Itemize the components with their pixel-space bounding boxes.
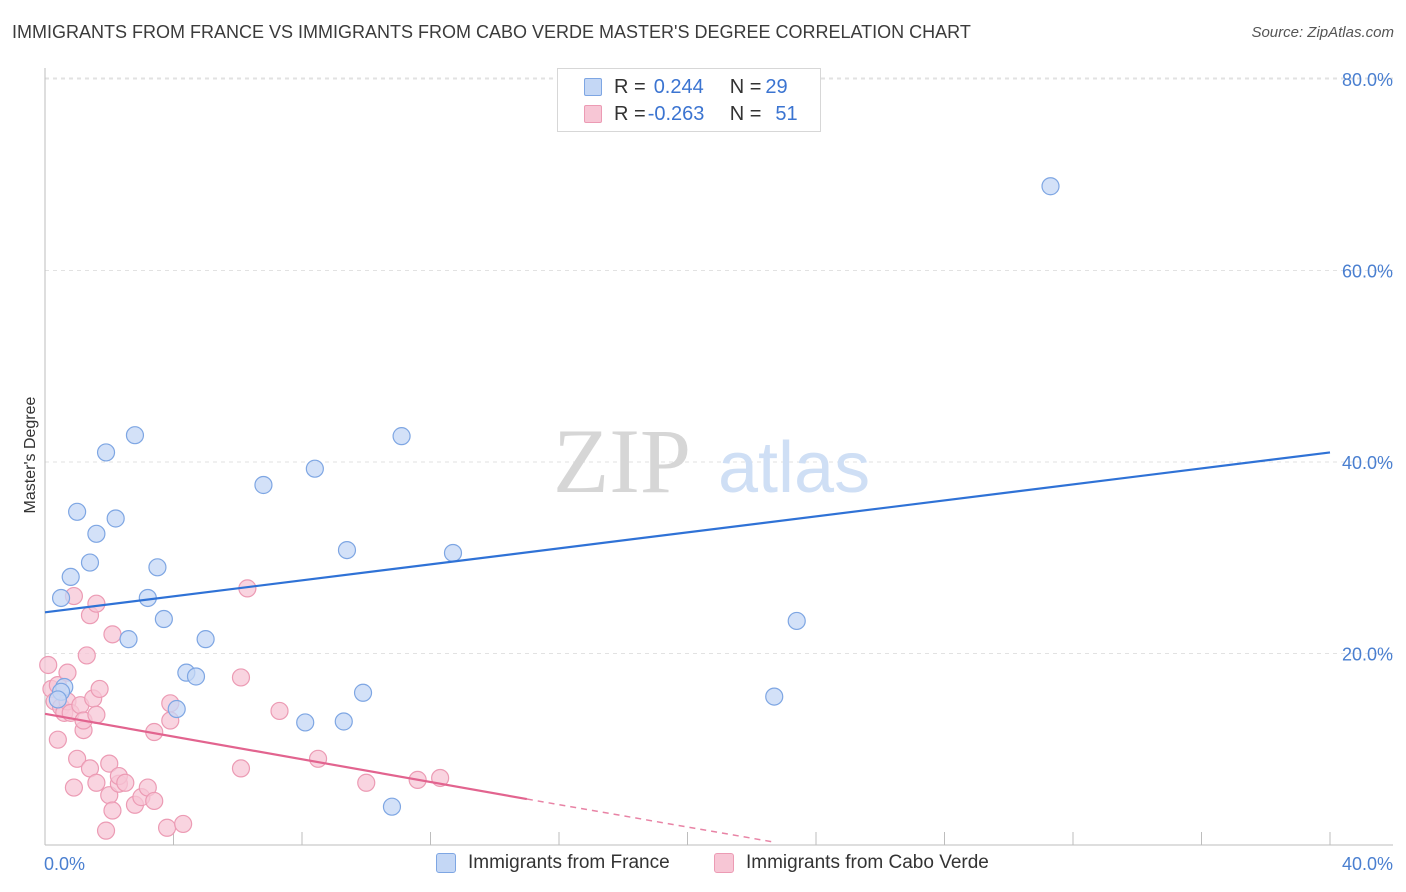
france-point [61,567,80,587]
cabo-verde-point [96,821,116,840]
watermark-zip: ZIP [553,410,691,512]
france-point [167,699,186,719]
france-point [382,797,402,816]
y-axis-label: Master's Degree [22,396,39,513]
series-legend: Immigrants from France Immigrants from C… [0,852,1406,878]
cabo-verde-point [100,754,119,773]
cabo-verde-point [87,773,106,792]
y-tick-label: 80.0% [1342,70,1393,90]
france-point [125,426,145,445]
cabo-verde-point [231,668,251,687]
cabo-verde-point [48,730,67,749]
france-point [186,667,206,686]
grid-layer [45,77,1393,654]
legend-r-value: -0.263 [647,102,705,125]
cabo-verde-point [39,655,58,675]
cabo-verde-point [68,749,87,768]
y-tick-label: 40.0% [1342,453,1393,473]
france-point [337,540,357,560]
legend-swatch-cabo-verde [584,105,602,123]
x-tick-label: 0.0% [44,854,85,874]
france-trend-line [44,451,1331,614]
france-point [353,683,373,702]
stats-legend: R = 0.244 N = 29 R = -0.263 N = 51 [557,68,821,132]
cabo-verde-point [145,791,164,811]
cabo-verde-point [64,778,84,797]
france-point [787,611,806,631]
france-point [392,427,411,446]
legend-r-label: R = [614,102,646,125]
cabo-verde-point [87,594,106,613]
legend-n-value: 29 [765,75,788,98]
france-point [154,609,173,629]
france-point [80,553,100,572]
legend-n-label: N = [729,102,762,125]
legend-row-cabo-verde: R = -0.263 N = 51 [584,101,798,127]
x-tick-label: 40.0% [1342,854,1393,874]
france-point [51,588,71,608]
cabo-verde-point [77,646,96,665]
legend-swatch-france [584,78,602,96]
france-point [48,690,67,709]
cabo-verde-point [103,801,122,820]
france-point [68,502,87,521]
cabo-verde-point [103,625,122,644]
france-point [196,630,215,649]
legend-label-france: Immigrants from France [468,852,670,873]
legend-r-value: 0.244 [653,75,704,98]
axis-layer: 20.0% 40.0% 60.0% 80.0% 0.0% 40.0% [44,68,1393,874]
legend-label-cabo-verde: Immigrants from Cabo Verde [746,852,989,873]
france-point [1041,177,1060,196]
france-point [96,443,116,462]
legend-item-cabo-verde[interactable]: Immigrants from Cabo Verde [714,852,989,874]
cabo-verde-trend-line [44,712,528,801]
chart-title: IMMIGRANTS FROM FRANCE VS IMMIGRANTS FRO… [12,22,971,42]
france-point [87,524,106,543]
france-point [443,543,463,563]
y-tick-label: 20.0% [1342,645,1393,665]
cabo-verde-point [90,679,109,699]
cabo-verde-point [174,814,193,834]
france-point [765,687,784,706]
france-point [305,459,324,478]
france-point [119,630,138,649]
y-tick-label: 60.0% [1342,262,1393,282]
legend-item-france[interactable]: Immigrants from France [436,852,670,874]
chart-source: Source: ZipAtlas.com [1251,24,1394,41]
watermark-atlas: atlas [718,428,870,508]
cabo-verde-point [231,759,251,778]
trend-layer [44,451,1331,843]
france-point [106,509,125,528]
cabo-verde-point [270,701,289,721]
legend-r-label: R = [614,75,646,98]
points-layer [39,177,1060,840]
cabo-verde-trend-extension [526,798,775,843]
legend-n-label: N = [729,75,762,98]
cabo-verde-point [357,773,376,792]
france-point [296,713,315,732]
france-point [334,712,353,731]
france-point [254,475,273,495]
legend-swatch-cabo-verde [714,853,734,873]
legend-swatch-france [436,853,456,873]
cabo-verde-point [87,705,106,724]
cabo-verde-point [157,818,177,837]
legend-row-france: R = 0.244 N = 29 [584,74,788,100]
cabo-verde-point [308,749,328,768]
cabo-verde-point [116,773,135,792]
france-point [148,558,167,577]
legend-n-value: 51 [775,102,798,125]
